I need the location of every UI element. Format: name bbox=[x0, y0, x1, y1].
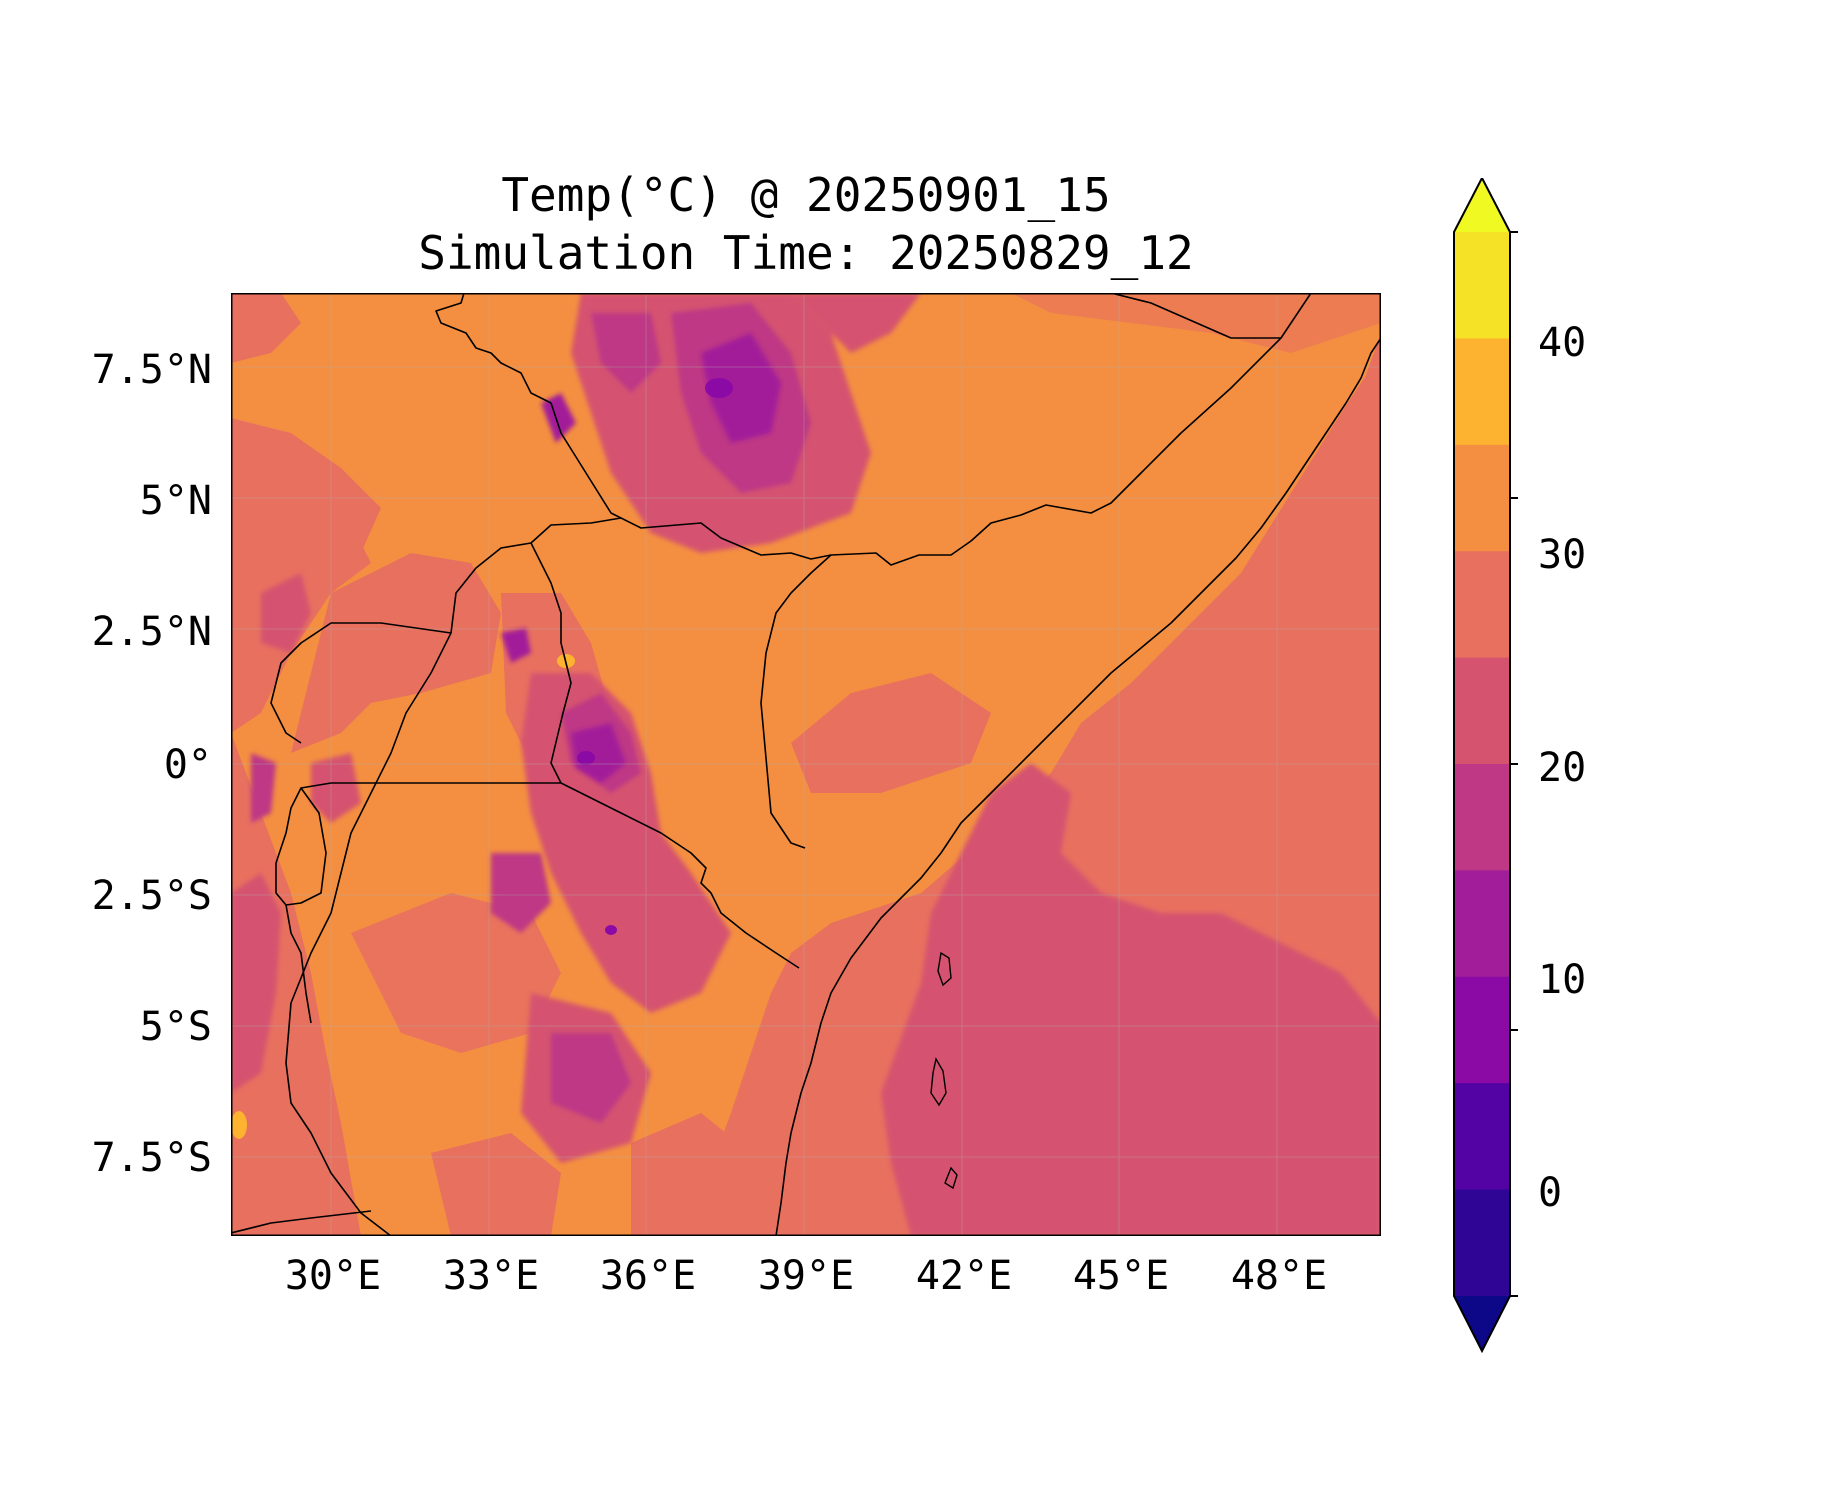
colorbar-segment bbox=[1454, 870, 1510, 978]
colorbar-segment bbox=[1454, 976, 1510, 1084]
colorbar bbox=[1453, 178, 1518, 1353]
islands bbox=[930, 951, 958, 1190]
temperature-map bbox=[231, 293, 1381, 1236]
colorbar-segment bbox=[1454, 1189, 1510, 1297]
graticule bbox=[231, 293, 1381, 1236]
colorbar-tick-label: 0 bbox=[1538, 1170, 1563, 1216]
colorbar-segment bbox=[1454, 338, 1510, 446]
x-tick-label: 30°E bbox=[284, 1253, 382, 1299]
colorbar-tick-label: 10 bbox=[1538, 957, 1587, 1003]
colorbar-segment bbox=[1454, 657, 1510, 765]
x-tick-label: 36°E bbox=[599, 1253, 697, 1299]
country-borders bbox=[231, 293, 1381, 1236]
temp-band-5-10 bbox=[577, 378, 733, 935]
y-tick-label: 2.5°N bbox=[91, 609, 212, 655]
y-tick-label: 7.5°N bbox=[91, 347, 212, 393]
colorbar-tick-label: 20 bbox=[1538, 745, 1587, 791]
colorbar-extend-max bbox=[1454, 178, 1510, 232]
x-tick-label: 39°E bbox=[757, 1253, 855, 1299]
colorbar-segment bbox=[1454, 551, 1510, 659]
map-frame bbox=[231, 293, 1381, 1236]
x-tick-label: 33°E bbox=[442, 1253, 540, 1299]
y-tick-label: 7.5°S bbox=[91, 1135, 212, 1181]
x-tick-label: 42°E bbox=[915, 1253, 1013, 1299]
x-tick-label: 48°E bbox=[1230, 1253, 1328, 1299]
y-tick-label: 5°S bbox=[139, 1004, 212, 1050]
colorbar-tick-label: 30 bbox=[1538, 532, 1587, 578]
temp-band-10-15 bbox=[501, 333, 781, 783]
colorbar-segment bbox=[1454, 232, 1510, 339]
y-tick-label: 0° bbox=[163, 742, 212, 788]
coastline bbox=[775, 337, 1381, 1236]
colorbar-extend-min bbox=[1454, 1296, 1510, 1351]
y-tick-label: 5°N bbox=[139, 478, 212, 524]
colorbar-segment bbox=[1454, 1083, 1510, 1191]
colorbar-segment bbox=[1454, 444, 1510, 552]
colorbar-segment bbox=[1454, 764, 1510, 871]
x-tick-label: 45°E bbox=[1072, 1253, 1170, 1299]
y-tick-label: 2.5°S bbox=[91, 873, 212, 919]
colorbar-tick-label: 40 bbox=[1538, 320, 1587, 366]
map-subtitle: Simulation Time: 20250829_12 bbox=[418, 226, 1194, 280]
map-title: Temp(°C) @ 20250901_15 bbox=[501, 168, 1111, 222]
